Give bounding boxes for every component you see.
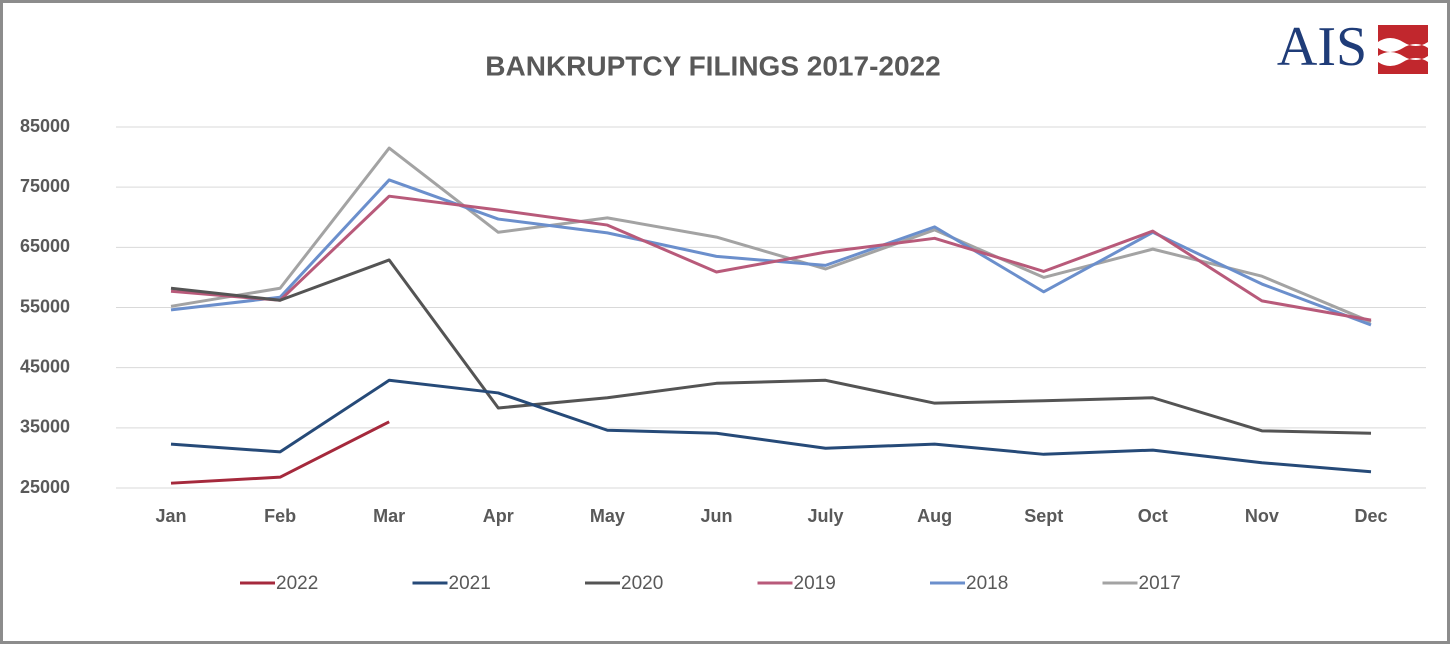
y-tick-label: 25000 [20, 477, 70, 497]
x-tick-label: Feb [264, 506, 296, 526]
legend-label: 2018 [966, 573, 1008, 594]
y-tick-label: 35000 [20, 417, 70, 437]
series-line [170, 420, 390, 485]
x-tick-label: Jun [700, 506, 732, 526]
legend-label: 2017 [1139, 573, 1181, 594]
x-tick-label: Sept [1024, 506, 1063, 526]
y-tick-label: 85000 [20, 116, 70, 136]
chart-title: BANKRUPTCY FILINGS 2017-2022 [485, 50, 940, 81]
y-tick-label: 65000 [20, 236, 70, 256]
x-tick-label: Nov [1245, 506, 1279, 526]
x-tick-label: May [590, 506, 625, 526]
legend-label: 2022 [276, 573, 318, 594]
x-tick-label: Dec [1354, 506, 1387, 526]
series-line [170, 194, 1372, 322]
x-tick-label: Jan [155, 506, 186, 526]
legend-label: 2019 [794, 573, 836, 594]
series-line [170, 146, 1372, 324]
y-tick-label: 55000 [20, 296, 70, 316]
x-tick-label: Mar [373, 506, 405, 526]
legend-label: 2021 [449, 573, 491, 594]
legend-label: 2020 [621, 573, 663, 594]
x-tick-label: Oct [1138, 506, 1168, 526]
logo: AIS [1277, 16, 1367, 78]
series-line [170, 378, 1372, 474]
y-tick-label: 45000 [20, 356, 70, 376]
x-tick-label: July [808, 506, 844, 526]
x-tick-label: Apr [483, 506, 514, 526]
logo-flag [1378, 25, 1428, 74]
series-line [170, 258, 1372, 435]
y-tick-label: 75000 [20, 176, 70, 196]
x-tick-label: Aug [917, 506, 952, 526]
